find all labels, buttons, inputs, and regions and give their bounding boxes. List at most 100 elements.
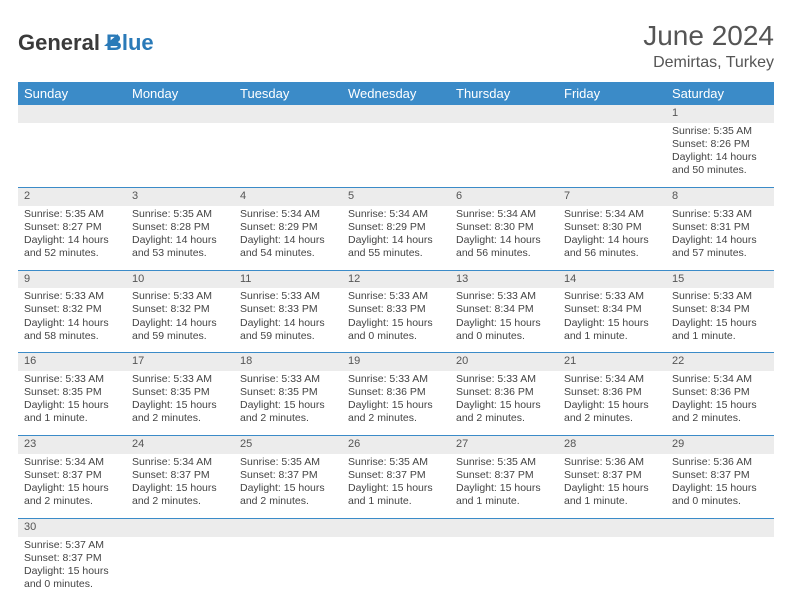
daylight-line: Daylight: 15 hours and 2 minutes. [348, 399, 444, 425]
sunset-line: Sunset: 8:29 PM [240, 221, 336, 234]
sunset-line: Sunset: 8:31 PM [672, 221, 768, 234]
daylight-line: Daylight: 15 hours and 0 minutes. [672, 482, 768, 508]
daylight-line: Daylight: 14 hours and 55 minutes. [348, 234, 444, 260]
day-number-cell: 11 [234, 270, 342, 288]
sunrise-line: Sunrise: 5:33 AM [672, 208, 768, 221]
daylight-line: Daylight: 15 hours and 2 minutes. [564, 399, 660, 425]
day-detail-cell: Sunrise: 5:33 AMSunset: 8:31 PMDaylight:… [666, 206, 774, 271]
sunrise-line: Sunrise: 5:33 AM [24, 373, 120, 386]
sunset-line: Sunset: 8:37 PM [24, 469, 120, 482]
day-detail-cell: Sunrise: 5:37 AMSunset: 8:37 PMDaylight:… [18, 537, 126, 601]
sunrise-line: Sunrise: 5:35 AM [132, 208, 228, 221]
sunrise-line: Sunrise: 5:35 AM [240, 456, 336, 469]
weekday-header: Tuesday [234, 82, 342, 105]
day-number-cell [558, 518, 666, 536]
sunrise-line: Sunrise: 5:33 AM [456, 290, 552, 303]
daylight-line: Daylight: 15 hours and 1 minute. [348, 482, 444, 508]
daylight-line: Daylight: 15 hours and 2 minutes. [456, 399, 552, 425]
day-number-cell [666, 518, 774, 536]
day-detail-row: Sunrise: 5:33 AM Sunset: 8:32 PM Daylight:… [18, 288, 774, 353]
day-detail-cell [558, 123, 666, 188]
day-number-cell: 28 [558, 436, 666, 454]
day-detail-cell: Sunrise: 5:34 AMSunset: 8:36 PMDaylight:… [558, 371, 666, 436]
day-detail-cell [450, 537, 558, 601]
sunrise-line: Sunrise: 5:33 AM [24, 290, 120, 303]
sunset-line: Sunset: 8:37 PM [456, 469, 552, 482]
day-number-cell: 18 [234, 353, 342, 371]
day-number-cell: 7 [558, 187, 666, 205]
day-detail-cell: Sunrise: 5:35 AMSunset: 8:26 PMDaylight:… [666, 123, 774, 188]
sunrise-line: Sunrise: 5:35 AM [24, 208, 120, 221]
sunrise-line: Sunrise: 5:33 AM [348, 373, 444, 386]
location-label: Demirtas, Turkey [643, 54, 774, 72]
calendar-table: SundayMondayTuesdayWednesdayThursdayFrid… [18, 82, 774, 601]
sunrise-line: Sunrise: 5:35 AM [672, 125, 768, 138]
sunrise-line: Sunrise: 5:34 AM [564, 373, 660, 386]
day-detail-cell: Sunrise: 5:35 AMSunset: 8:37 PMDaylight:… [342, 454, 450, 519]
day-number-cell: 21 [558, 353, 666, 371]
day-detail-cell: Sunrise: 5:33 AMSunset: 8:34 PMDaylight:… [450, 288, 558, 353]
sunrise-line: Sunrise: 5:35 AM [348, 456, 444, 469]
sunrise-line: Sunrise: 5:34 AM [348, 208, 444, 221]
logo-text-blue: Blue [106, 30, 154, 56]
daylight-line: Daylight: 15 hours and 1 minute. [672, 317, 768, 343]
day-detail-cell [558, 537, 666, 601]
header: General Blue June 2024 Demirtas, Turkey [18, 20, 774, 72]
day-number-cell: 30 [18, 518, 126, 536]
sunset-line: Sunset: 8:36 PM [564, 386, 660, 399]
weekday-header: Saturday [666, 82, 774, 105]
daylight-line: Daylight: 14 hours and 53 minutes. [132, 234, 228, 260]
daylight-line: Daylight: 15 hours and 1 minute. [564, 482, 660, 508]
daylight-line: Daylight: 15 hours and 2 minutes. [132, 399, 228, 425]
day-detail-cell: Sunrise: 5:36 AMSunset: 8:37 PMDaylight:… [558, 454, 666, 519]
sunrise-line: Sunrise: 5:33 AM [132, 373, 228, 386]
day-number-row: 2345678 [18, 187, 774, 205]
sunset-line: Sunset: 8:35 PM [132, 386, 228, 399]
day-number-cell: 5 [342, 187, 450, 205]
sunrise-line: Sunrise: 5:33 AM [672, 290, 768, 303]
day-detail-cell: Sunrise: 5:33 AMSunset: 8:35 PMDaylight:… [234, 371, 342, 436]
day-detail-row: Sunrise: 5:33 AMSunset: 8:35 PMDaylight:… [18, 371, 774, 436]
day-detail-cell [18, 123, 126, 188]
sunset-line: Sunset: 8:28 PM [132, 221, 228, 234]
day-detail-cell [342, 123, 450, 188]
day-number-cell [234, 105, 342, 123]
daylight-line: Daylight: 14 hours and 59 minutes. [240, 317, 336, 343]
sunset-line: Sunset: 8:26 PM [672, 138, 768, 151]
day-detail-cell [126, 537, 234, 601]
day-detail-cell: Sunrise: 5:36 AMSunset: 8:37 PMDaylight:… [666, 454, 774, 519]
sunset-line: Sunset: 8:37 PM [348, 469, 444, 482]
sunset-line: Sunset: 8:36 PM [672, 386, 768, 399]
day-number-cell: 24 [126, 436, 234, 454]
day-detail-cell [342, 537, 450, 601]
sunrise-line: Sunrise: 5:33 AM [456, 373, 552, 386]
daylight-line: Daylight: 14 hours and 56 minutes. [564, 234, 660, 260]
sunset-line: Sunset: 8:37 PM [672, 469, 768, 482]
day-detail-cell: Sunrise: 5:35 AMSunset: 8:28 PMDaylight:… [126, 206, 234, 271]
sunset-line: Sunset: 8:32 PM [132, 303, 228, 316]
daylight-line: Daylight: 15 hours and 2 minutes. [24, 482, 120, 508]
day-number-cell: 12 [342, 270, 450, 288]
sunset-line: Sunset: 8:34 PM [564, 303, 660, 316]
sunrise-line: Sunrise: 5:34 AM [564, 208, 660, 221]
daylight-line: Daylight: 14 hours and 56 minutes. [456, 234, 552, 260]
weekday-header: Wednesday [342, 82, 450, 105]
daylight-line: Daylight: 15 hours and 2 minutes. [132, 482, 228, 508]
daylight-line: Daylight: 15 hours and 1 minute. [24, 399, 120, 425]
weekday-header: Thursday [450, 82, 558, 105]
sunset-line: Sunset: 8:37 PM [132, 469, 228, 482]
sunset-line: Sunset: 8:27 PM [24, 221, 120, 234]
weekday-header-row: SundayMondayTuesdayWednesdayThursdayFrid… [18, 82, 774, 105]
sunrise-line: Sunrise: 5:34 AM [132, 456, 228, 469]
sunset-line: Sunset: 8:34 PM [672, 303, 768, 316]
daylight-line: Daylight: 15 hours and 0 minutes. [348, 317, 444, 343]
day-detail-cell: Sunrise: 5:33 AMSunset: 8:36 PMDaylight:… [450, 371, 558, 436]
sunrise-line: Sunrise: 5:36 AM [564, 456, 660, 469]
day-detail-row: Sunrise: 5:37 AMSunset: 8:37 PMDaylight:… [18, 537, 774, 601]
sunrise-line: Sunrise: 5:36 AM [672, 456, 768, 469]
day-detail-cell: Sunrise: 5:33 AMSunset: 8:35 PMDaylight:… [126, 371, 234, 436]
sunset-line: Sunset: 8:33 PM [240, 303, 336, 316]
sunset-line: Sunset: 8:35 PM [24, 386, 120, 399]
day-number-cell [558, 105, 666, 123]
day-number-row: 23242526272829 [18, 436, 774, 454]
